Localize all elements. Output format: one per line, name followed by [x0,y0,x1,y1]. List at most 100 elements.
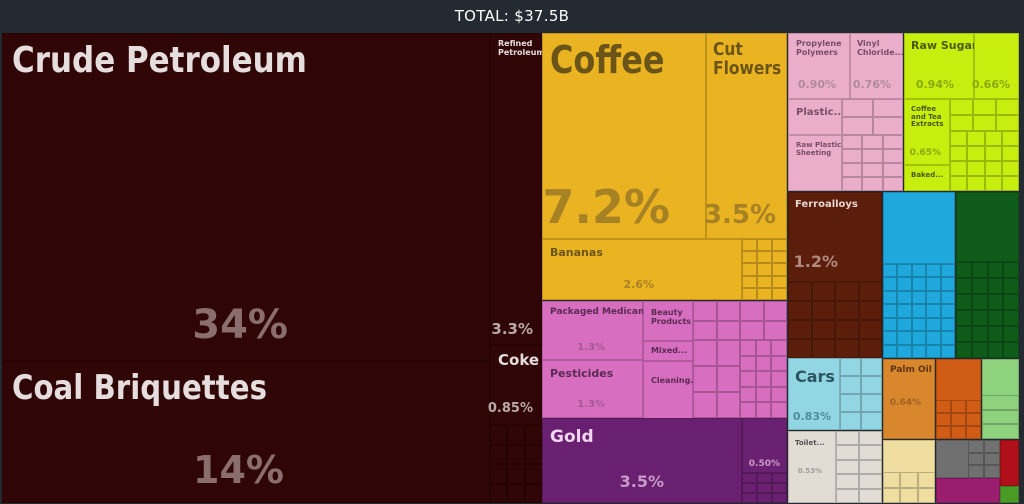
treemap-subcell[interactable] [840,358,861,376]
treemap-subcell[interactable] [950,131,968,146]
tile-packaged-medicaments[interactable] [542,301,643,360]
treemap-subcell[interactable] [1001,146,1019,161]
treemap-subcell[interactable] [772,493,787,503]
treemap-subcell[interactable] [507,464,525,484]
treemap-subcell[interactable] [951,400,966,413]
tile-ferroalloys[interactable] [788,192,882,282]
treemap-subcell[interactable] [858,301,882,320]
tile-beauty-products[interactable] [643,301,693,341]
treemap-subcell[interactable] [966,400,981,413]
treemap-subcell[interactable] [862,149,883,163]
treemap-subcell[interactable] [742,275,757,288]
treemap-subcell[interactable] [859,459,882,475]
tile-raw-plastic-sheeting[interactable] [788,135,842,191]
treemap-subcell[interactable] [897,264,912,278]
treemap-subcell[interactable] [911,331,927,345]
treemap-subcell[interactable] [984,440,1000,453]
treemap-subcell[interactable] [911,317,927,332]
treemap-subcell[interactable] [982,409,1019,425]
treemap-subcell[interactable] [757,263,772,276]
treemap-subcell[interactable] [771,355,787,372]
treemap-subcell[interactable] [897,290,912,305]
treemap-subcell[interactable] [897,304,912,318]
treemap-subcell[interactable] [693,366,717,392]
treemap-subcell[interactable] [940,290,955,305]
treemap-subcell[interactable] [936,413,951,426]
treemap-subcell[interactable] [987,294,1004,310]
treemap-subcell[interactable] [859,431,882,446]
treemap-subcell[interactable] [772,287,787,300]
tile-refined-petroleum[interactable] [490,33,542,345]
treemap-subcell[interactable] [835,339,859,358]
treemap-subcell[interactable] [524,444,542,464]
treemap-subcell[interactable] [1003,310,1019,326]
tile-cut-flowers[interactable] [706,33,787,239]
treemap-subcell[interactable] [861,394,882,412]
treemap-subcell[interactable] [859,474,882,489]
treemap-subcell[interactable] [971,310,988,326]
treemap-subcell[interactable] [984,176,1002,191]
treemap-subcell[interactable] [940,277,955,291]
treemap-subcell[interactable] [883,487,901,503]
treemap-subcell[interactable] [973,115,996,131]
treemap-subcell[interactable] [755,371,772,387]
treemap-subcell[interactable] [842,99,873,117]
treemap-subcell[interactable] [882,135,903,149]
treemap-subcell[interactable] [771,371,787,387]
treemap-subcell[interactable] [883,290,898,305]
treemap-subcell[interactable] [772,263,787,276]
treemap-subcell[interactable] [716,392,740,418]
treemap-subcell[interactable] [966,426,981,439]
treemap-subcell[interactable] [968,452,984,466]
treemap-subcell[interactable] [956,326,972,342]
treemap-subcell[interactable] [971,342,988,358]
treemap-subcell[interactable] [740,386,756,403]
treemap-subcell[interactable] [1003,342,1019,358]
treemap-subcell[interactable] [788,339,812,358]
treemap-subcell[interactable] [757,473,772,483]
treemap-subcell[interactable] [771,340,787,356]
treemap-subcell[interactable] [840,394,861,412]
treemap-subcell[interactable] [740,402,756,418]
treemap-subcell[interactable] [1003,262,1019,278]
tile-precious-metal-050[interactable] [742,418,787,473]
tile-propylene-polymers[interactable] [788,33,850,99]
tile-coffee[interactable] [542,33,706,239]
treemap-subcell[interactable] [742,251,757,264]
treemap-subcell[interactable] [926,317,941,332]
treemap-subcell[interactable] [740,301,764,321]
treemap-subcell[interactable] [771,402,787,418]
treemap-subcell[interactable] [811,282,835,301]
treemap-subcell[interactable] [757,493,772,503]
treemap-subcell[interactable] [836,474,859,489]
treemap-subcell[interactable] [917,487,935,503]
treemap-subcell[interactable] [859,488,882,503]
treemap-subcell[interactable] [836,459,859,475]
treemap-subcell[interactable] [507,483,525,503]
treemap-subcell[interactable] [984,146,1002,161]
treemap-subcell[interactable] [842,149,863,163]
tile-arts-and-antiques[interactable] [1000,486,1019,503]
treemap-subcell[interactable] [971,326,988,342]
treemap-subcell[interactable] [926,264,941,278]
treemap-subcell[interactable] [950,99,973,115]
treemap-subcell[interactable] [763,301,787,321]
treemap-subcell[interactable] [1003,294,1019,310]
treemap-subcell[interactable] [771,386,787,403]
treemap-subcell[interactable] [788,320,812,339]
treemap-subcell[interactable] [1001,161,1019,176]
tile-machines[interactable] [883,192,955,264]
treemap-subcell[interactable] [936,400,951,413]
tile-coke[interactable] [490,345,542,425]
treemap-subcell[interactable] [835,320,859,339]
treemap-subcell[interactable] [883,317,898,332]
tile-mixed[interactable] [643,341,693,361]
tile-miscellaneous[interactable] [936,478,1000,503]
treemap-subcell[interactable] [926,331,941,345]
treemap-subcell[interactable] [1001,131,1019,146]
treemap-subcell[interactable] [772,483,787,493]
treemap-subcell[interactable] [940,344,955,358]
treemap-subcell[interactable] [956,294,972,310]
treemap-subcell[interactable] [967,176,985,191]
treemap-subcell[interactable] [858,320,882,339]
